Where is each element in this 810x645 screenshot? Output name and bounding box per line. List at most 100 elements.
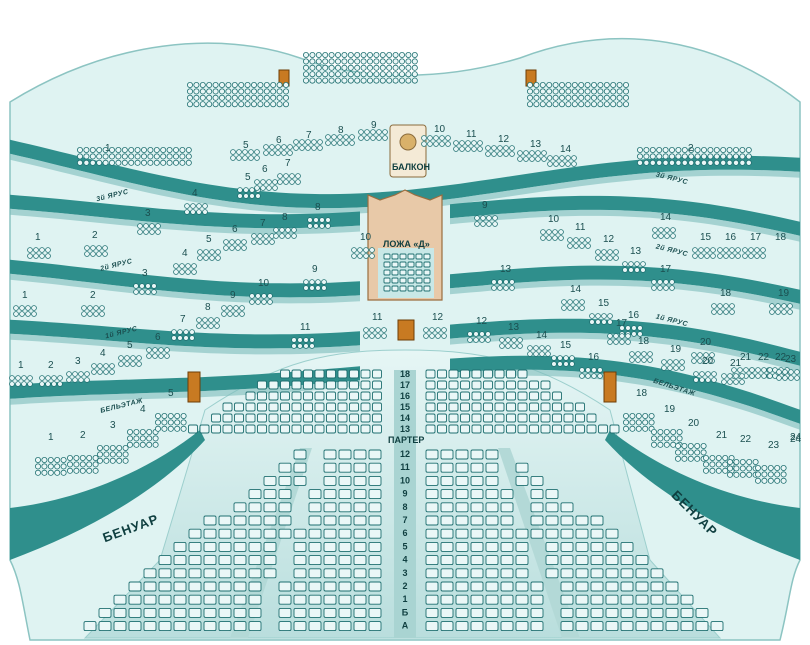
benuar-box-seat[interactable] (174, 412, 181, 419)
tier2-box-seat[interactable] (279, 233, 285, 239)
parter-seat[interactable] (323, 449, 337, 460)
balcony-box-seat[interactable] (529, 150, 535, 156)
beletazh-box-seat[interactable] (227, 311, 233, 317)
tier2-box-seat[interactable] (607, 313, 613, 319)
balcony-left-seat[interactable] (199, 94, 206, 101)
tier2-box-seat[interactable] (717, 309, 723, 315)
balcony-left-seat[interactable] (282, 82, 289, 89)
parter-seat[interactable] (293, 581, 307, 592)
benuar-box-seat[interactable] (103, 457, 110, 464)
balcony-left-seat[interactable] (238, 82, 245, 89)
tier3-box-seat[interactable] (84, 251, 90, 257)
benuar-box-seat[interactable] (154, 425, 161, 432)
benuar-box-seat[interactable] (635, 419, 642, 426)
benuar-box-seat[interactable] (54, 463, 61, 470)
benuar-box-seat[interactable] (116, 444, 123, 451)
parter-seat[interactable] (263, 568, 277, 579)
tier2-box-seat[interactable] (731, 367, 737, 373)
balcony-left-seat[interactable] (270, 88, 277, 95)
parter-seat[interactable] (500, 568, 514, 579)
parter-seat[interactable] (233, 555, 247, 566)
balcony-box-seat[interactable] (433, 141, 439, 147)
parter-seat[interactable] (278, 489, 292, 500)
parter-seat[interactable] (455, 581, 469, 592)
parter-seat[interactable] (372, 369, 382, 379)
balcony-center-seat[interactable] (373, 58, 380, 65)
tier3-box-seat[interactable] (735, 247, 741, 253)
tier3-box-seat[interactable] (613, 249, 619, 255)
balcony-box-seat[interactable] (491, 145, 497, 151)
beletazh-box-seat[interactable] (661, 365, 667, 371)
parter-seat[interactable] (635, 568, 649, 579)
parter-seat[interactable] (203, 528, 217, 539)
benuar-box-seat[interactable] (109, 457, 116, 464)
beletazh-box-seat[interactable] (152, 347, 158, 353)
balcony-box-seat[interactable] (559, 161, 565, 167)
loge-d-seat[interactable] (415, 269, 423, 276)
parter-seat[interactable] (485, 475, 499, 486)
tier2-box-seat[interactable] (241, 239, 247, 245)
balcony-right-seat[interactable] (616, 88, 623, 95)
tier3-box-seat[interactable] (717, 253, 723, 259)
parter-seat[interactable] (710, 621, 724, 632)
parter-seat[interactable] (188, 555, 202, 566)
balcony-left-side-seat[interactable] (172, 159, 179, 166)
parter-seat[interactable] (425, 380, 436, 390)
parter-seat[interactable] (188, 621, 202, 632)
balcony-left-side-seat[interactable] (166, 146, 173, 153)
parter-seat[interactable] (455, 462, 469, 473)
tier3-box-seat[interactable] (595, 255, 601, 261)
tier3-box-seat[interactable] (652, 227, 658, 233)
parter-seat[interactable] (485, 607, 499, 618)
tier2-box-seat[interactable] (139, 289, 145, 295)
tier2-box-seat[interactable] (209, 249, 215, 255)
benuar-box-seat[interactable] (146, 428, 153, 435)
beletazh-box-seat[interactable] (21, 375, 27, 381)
parter-seat[interactable] (425, 462, 439, 473)
balcony-center-seat[interactable] (322, 52, 329, 59)
parter-seat[interactable] (560, 541, 574, 552)
parter-seat[interactable] (455, 594, 469, 605)
parter-seat[interactable] (620, 594, 634, 605)
balcony-right-seat[interactable] (603, 101, 610, 108)
parter-seat[interactable] (650, 607, 664, 618)
parter-seat[interactable] (368, 489, 382, 500)
balcony-left-seat[interactable] (270, 82, 277, 89)
parter-seat[interactable] (337, 380, 348, 390)
parter-seat[interactable] (368, 581, 382, 592)
parter-seat[interactable] (605, 568, 619, 579)
beletazh-box-seat[interactable] (124, 355, 130, 361)
tier3-box-seat[interactable] (567, 237, 573, 243)
balcony-left-side-seat[interactable] (160, 146, 167, 153)
balcony-center-seat[interactable] (328, 64, 335, 71)
tier2-box-seat[interactable] (363, 327, 369, 333)
balcony-right-seat[interactable] (539, 101, 546, 108)
balcony-right-side-seat[interactable] (713, 159, 720, 166)
parter-seat[interactable] (338, 502, 352, 513)
balcony-box-seat[interactable] (459, 146, 465, 152)
benuar-box-seat[interactable] (657, 428, 664, 435)
tier3-box-seat[interactable] (748, 247, 754, 253)
parter-seat[interactable] (635, 621, 649, 632)
beletazh-box-seat[interactable] (607, 333, 613, 339)
balcony-center-seat[interactable] (315, 58, 322, 65)
parter-seat[interactable] (485, 541, 499, 552)
parter-seat[interactable] (338, 489, 352, 500)
balcony-left-seat[interactable] (276, 88, 283, 95)
balcony-left-seat[interactable] (276, 94, 283, 101)
parter-seat[interactable] (233, 581, 247, 592)
parter-seat[interactable] (323, 489, 337, 500)
tier2-box-seat[interactable] (93, 305, 99, 311)
benuar-box-seat[interactable] (733, 471, 740, 478)
balcony-center-seat[interactable] (360, 64, 367, 71)
parter-seat[interactable] (455, 502, 469, 513)
beletazh-box-seat[interactable] (619, 339, 625, 345)
beletazh-box-seat[interactable] (249, 299, 255, 305)
balcony-box-seat[interactable] (263, 144, 269, 150)
balcony-right-side-seat[interactable] (707, 153, 714, 160)
balcony-box-seat[interactable] (571, 161, 577, 167)
parter-seat[interactable] (128, 621, 142, 632)
benuar-box-seat[interactable] (675, 442, 682, 449)
beletazh-box-seat[interactable] (485, 331, 491, 337)
tier2-box-seat[interactable] (357, 247, 363, 253)
